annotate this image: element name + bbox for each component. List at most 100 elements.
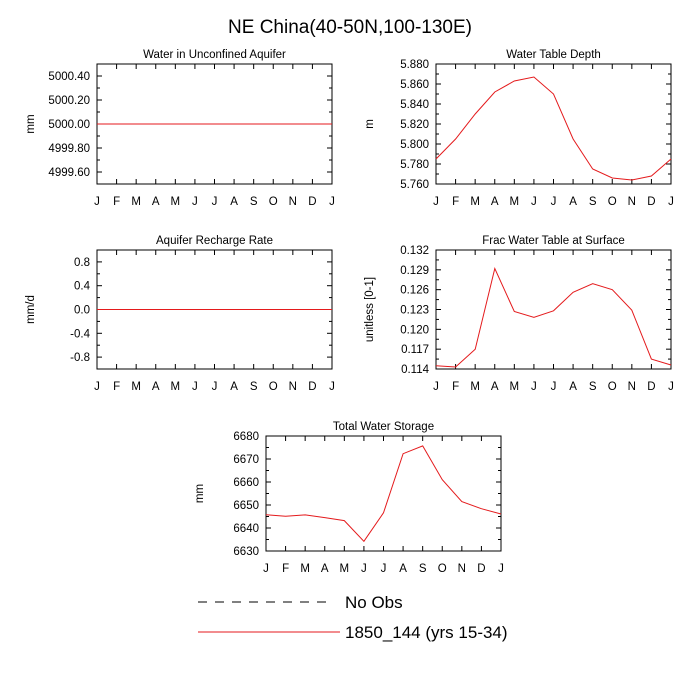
x-tick-label: A: [491, 381, 499, 393]
legend-obs-label: No Obs: [345, 593, 403, 612]
x-tick-label: A: [152, 196, 160, 208]
y-tick-label: 5.880: [400, 59, 429, 71]
y-axis-label: unitless [0-1]: [364, 277, 376, 342]
y-axis-label: mm: [194, 484, 206, 503]
x-tick-label: N: [628, 381, 636, 393]
x-tick-label: J: [381, 563, 387, 575]
x-tick-label: D: [647, 381, 655, 393]
x-tick-label: A: [230, 381, 238, 393]
x-tick-label: M: [131, 196, 141, 208]
y-tick-label: 6680: [233, 431, 259, 443]
x-tick-label: S: [419, 563, 427, 575]
y-tick-label: 5000.00: [48, 119, 90, 131]
y-tick-label: 4999.80: [48, 143, 90, 155]
y-tick-label: 5.820: [400, 119, 429, 131]
x-tick-label: S: [589, 381, 597, 393]
y-tick-label: 5.760: [400, 179, 429, 191]
x-tick-label: J: [212, 381, 218, 393]
panel-title: Aquifer Recharge Rate: [156, 235, 273, 247]
x-tick-label: J: [668, 196, 674, 208]
x-tick-label: A: [569, 381, 577, 393]
x-tick-label: J: [668, 381, 674, 393]
x-tick-label: D: [647, 196, 655, 208]
y-axis-label: mm: [25, 114, 37, 133]
x-tick-label: N: [289, 196, 297, 208]
x-tick-label: D: [308, 196, 316, 208]
x-tick-label: J: [94, 381, 100, 393]
model-series-line: [435, 266, 672, 368]
y-tick-label: 4999.60: [48, 167, 90, 179]
x-tick-label: F: [113, 381, 120, 393]
plot-frame: [435, 249, 672, 370]
x-tick-label: J: [433, 381, 439, 393]
legend-model-label: 1850_144 (yrs 15-34): [345, 623, 508, 642]
y-tick-label: 6640: [233, 523, 259, 535]
x-tick-label: F: [113, 196, 120, 208]
plot-frame: [265, 435, 502, 552]
y-tick-label: 0.120: [400, 324, 429, 336]
x-tick-label: F: [282, 563, 289, 575]
y-tick-label: 6630: [233, 546, 259, 558]
y-tick-label: 0.126: [400, 285, 429, 297]
y-tick-label: 6660: [233, 477, 259, 489]
x-tick-label: M: [510, 196, 520, 208]
x-tick-label: M: [131, 381, 141, 393]
x-tick-label: J: [433, 196, 439, 208]
x-tick-label: J: [531, 196, 537, 208]
x-tick-label: O: [608, 196, 617, 208]
x-tick-label: N: [289, 381, 297, 393]
y-tick-label: 0.132: [400, 245, 429, 257]
y-tick-label: 5.840: [400, 99, 429, 111]
y-axis-label: mm/d: [25, 295, 37, 324]
x-tick-label: N: [628, 196, 636, 208]
x-tick-label: A: [491, 196, 499, 208]
y-tick-label: 5000.40: [48, 71, 90, 83]
figure-title: NE China(40-50N,100-130E): [228, 17, 472, 38]
x-tick-label: A: [152, 381, 160, 393]
x-tick-label: J: [551, 196, 557, 208]
x-tick-label: J: [263, 563, 269, 575]
x-tick-label: A: [569, 196, 577, 208]
y-tick-label: 5.780: [400, 159, 429, 171]
y-tick-label: -0.8: [70, 352, 90, 364]
x-tick-label: A: [321, 563, 329, 575]
x-tick-label: J: [498, 563, 504, 575]
x-tick-label: J: [361, 563, 367, 575]
x-tick-label: N: [458, 563, 466, 575]
x-tick-label: O: [269, 196, 278, 208]
x-tick-label: M: [300, 563, 310, 575]
x-tick-label: J: [329, 196, 335, 208]
y-axis-label: m: [364, 119, 376, 129]
x-tick-label: F: [452, 381, 459, 393]
y-tick-label: 0.129: [400, 265, 429, 277]
y-tick-label: 5.800: [400, 139, 429, 151]
x-tick-label: F: [452, 196, 459, 208]
x-tick-label: A: [230, 196, 238, 208]
y-tick-label: -0.4: [70, 328, 90, 340]
x-tick-label: S: [250, 196, 258, 208]
x-tick-label: J: [551, 381, 557, 393]
model-series-line: [435, 76, 672, 181]
x-tick-label: M: [510, 381, 520, 393]
plot-frame: [435, 63, 672, 185]
y-tick-label: 0.4: [74, 281, 91, 293]
panel-title: Water in Unconfined Aquifer: [143, 49, 286, 61]
x-tick-label: J: [192, 381, 198, 393]
x-tick-label: J: [329, 381, 335, 393]
x-tick-label: S: [250, 381, 258, 393]
x-tick-label: J: [94, 196, 100, 208]
panel-frac-water-table: Frac Water Table at Surface unitless [0-1…: [364, 235, 674, 393]
x-tick-label: M: [470, 381, 480, 393]
y-tick-label: 0.114: [401, 364, 430, 376]
x-tick-label: M: [340, 563, 350, 575]
x-tick-label: D: [308, 381, 316, 393]
x-tick-label: A: [399, 563, 407, 575]
x-tick-label: D: [477, 563, 485, 575]
panel-title: Water Table Depth: [506, 49, 601, 61]
x-tick-label: M: [470, 196, 480, 208]
y-tick-label: 5000.20: [48, 95, 90, 107]
